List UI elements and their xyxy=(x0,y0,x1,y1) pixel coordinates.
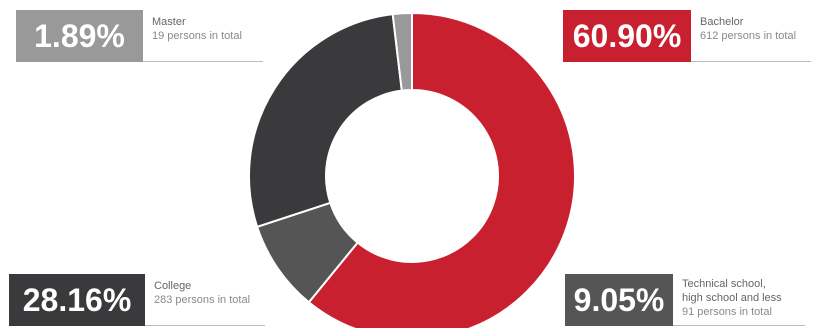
college-count: 283 persons in total xyxy=(154,293,251,306)
technical-count: 91 persons in total xyxy=(682,305,772,318)
master-label: Master xyxy=(152,16,186,28)
master-percent: 1.89% xyxy=(16,10,143,62)
slice-bachelor xyxy=(307,11,576,328)
bachelor-label: Bachelor xyxy=(700,16,744,28)
slice-master xyxy=(391,11,413,92)
master-count: 19 persons in total xyxy=(152,29,242,42)
bachelor-count: 612 persons in total xyxy=(700,29,797,42)
bachelor-percent: 60.90% xyxy=(563,10,691,62)
callout-master: 1.89% Master 19 persons in total xyxy=(16,10,263,62)
technical-label: Technical school, high school and less xyxy=(682,278,782,304)
technical-description: Technical school, high school and less 9… xyxy=(673,274,805,326)
callout-college: 28.16% College 283 persons in total xyxy=(9,274,265,326)
technical-percent: 9.05% xyxy=(565,274,673,326)
callout-bachelor: 60.90% Bachelor 612 persons in total xyxy=(563,10,811,62)
slice-college xyxy=(248,13,403,229)
college-percent: 28.16% xyxy=(9,274,145,326)
callout-technical: 9.05% Technical school, high school and … xyxy=(565,274,805,326)
college-label: College xyxy=(154,280,192,292)
master-description: Master 19 persons in total xyxy=(143,10,263,62)
bachelor-description: Bachelor 612 persons in total xyxy=(691,10,811,62)
college-description: College 283 persons in total xyxy=(145,274,265,326)
